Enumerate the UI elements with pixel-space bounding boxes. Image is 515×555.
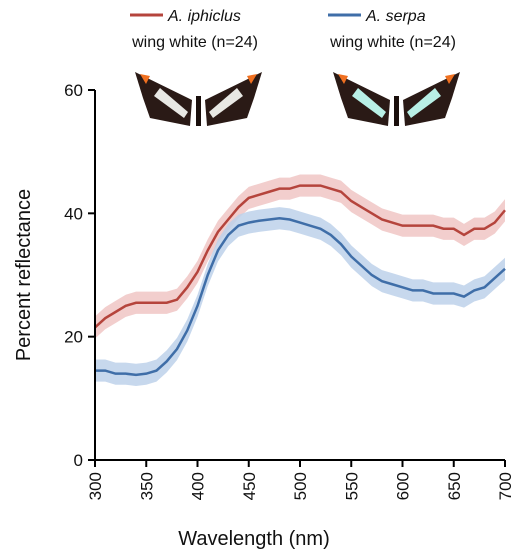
y-axis-label: Percent reflectance [13, 189, 35, 361]
error-band [95, 174, 505, 339]
legend-name: A. serpa [365, 8, 426, 25]
butterfly-serpa [333, 72, 460, 126]
x-tick-label: 600 [394, 472, 413, 500]
x-tick-label: 350 [137, 472, 156, 500]
series-line [94, 184, 506, 329]
legend-name: A. iphiclus [167, 8, 241, 25]
error-band [95, 207, 505, 386]
y-tick-label: 0 [74, 451, 83, 470]
butterfly-iphiclus [135, 72, 262, 126]
y-tick-label: 20 [64, 328, 83, 347]
x-tick-label: 450 [240, 472, 259, 500]
x-tick-label: 400 [189, 472, 208, 500]
x-tick-label: 550 [342, 472, 361, 500]
x-tick-label: 650 [445, 472, 464, 500]
y-tick-label: 60 [64, 81, 83, 100]
legend-label: wing white (n=24) [131, 34, 258, 51]
x-tick-label: 500 [291, 472, 310, 500]
legend-label: wing white (n=24) [329, 34, 456, 51]
y-tick-label: 40 [64, 204, 83, 223]
x-tick-label: 300 [86, 472, 105, 500]
x-axis-label: Wavelength (nm) [178, 528, 330, 550]
series-line [95, 217, 506, 377]
x-tick-label: 700 [496, 472, 515, 500]
